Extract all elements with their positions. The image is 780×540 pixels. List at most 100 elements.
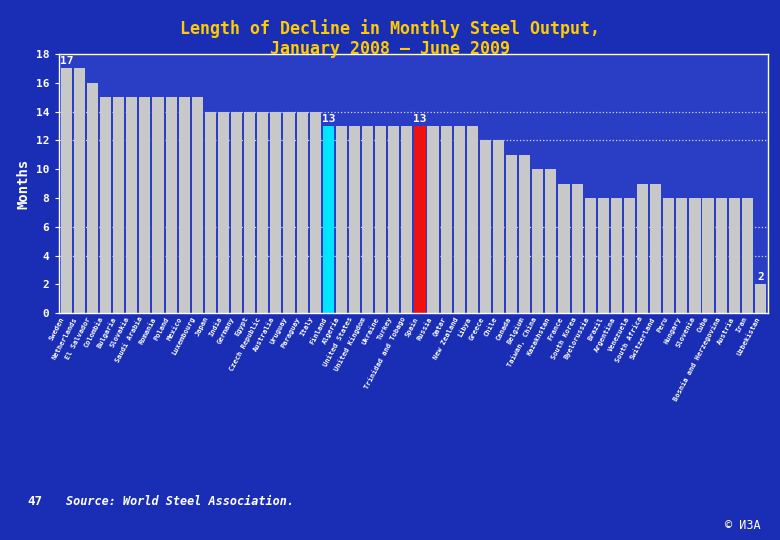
Bar: [742, 198, 753, 313]
Bar: [310, 112, 321, 313]
Bar: [466, 126, 478, 313]
Bar: [244, 112, 255, 313]
Text: Poland: Poland: [153, 316, 170, 341]
Text: January 2008 – June 2009: January 2008 – June 2009: [270, 40, 510, 58]
Bar: [401, 126, 413, 313]
Text: 13: 13: [413, 114, 427, 124]
Bar: [152, 97, 164, 313]
Bar: [126, 97, 137, 313]
Text: Peru: Peru: [657, 316, 670, 334]
Bar: [650, 184, 661, 313]
Bar: [336, 126, 347, 313]
Bar: [283, 112, 295, 313]
Bar: [506, 155, 517, 313]
Text: Ukraine: Ukraine: [361, 316, 381, 345]
Bar: [690, 198, 700, 313]
Text: Turkey: Turkey: [377, 316, 394, 341]
Bar: [192, 97, 203, 313]
Text: Saudi Arabia: Saudi Arabia: [115, 316, 144, 364]
Text: Switzerland: Switzerland: [629, 316, 657, 360]
Bar: [231, 112, 242, 313]
Text: Libya: Libya: [456, 316, 473, 338]
Bar: [715, 198, 727, 313]
Text: Paraguay: Paraguay: [281, 316, 302, 349]
Bar: [87, 83, 98, 313]
Text: United Kingdom: United Kingdom: [333, 316, 367, 372]
Text: Japan: Japan: [194, 316, 210, 338]
Bar: [558, 184, 569, 313]
Bar: [663, 198, 675, 313]
Bar: [519, 155, 530, 313]
Text: Mexico: Mexico: [166, 316, 183, 341]
Text: Slovakia: Slovakia: [109, 316, 131, 349]
Text: New Zealand: New Zealand: [432, 316, 459, 360]
Text: India: India: [207, 316, 223, 338]
Text: El Salvador: El Salvador: [64, 316, 91, 360]
Text: Hungary: Hungary: [664, 316, 682, 345]
Text: Romania: Romania: [138, 316, 157, 345]
Bar: [179, 97, 190, 313]
Text: 13: 13: [321, 114, 335, 124]
Text: Bulgaria: Bulgaria: [96, 316, 118, 349]
Bar: [532, 169, 544, 313]
Bar: [611, 198, 622, 313]
Text: 17: 17: [59, 56, 73, 66]
Bar: [165, 97, 177, 313]
Text: © ИЗА: © ИЗА: [725, 519, 760, 532]
Bar: [703, 198, 714, 313]
Text: Egypt: Egypt: [234, 316, 249, 338]
Text: Iran: Iran: [736, 316, 749, 334]
Bar: [140, 97, 151, 313]
Text: Luxembourg: Luxembourg: [172, 316, 197, 356]
Bar: [349, 126, 360, 313]
Text: Uruguay: Uruguay: [269, 316, 289, 345]
Text: Source: World Steel Association.: Source: World Steel Association.: [66, 495, 294, 508]
Text: South Africa: South Africa: [614, 316, 644, 364]
Text: Kazakhstan: Kazakhstan: [526, 316, 551, 356]
Bar: [597, 198, 609, 313]
Bar: [296, 112, 307, 313]
Bar: [427, 126, 438, 313]
Text: Czech Republic: Czech Republic: [229, 316, 262, 372]
Text: Trinidad and Tobago: Trinidad and Tobago: [363, 316, 407, 390]
Bar: [676, 198, 687, 313]
Text: Slovenia: Slovenia: [675, 316, 696, 349]
Text: Algeria: Algeria: [321, 316, 341, 346]
Bar: [755, 285, 766, 313]
Bar: [61, 69, 72, 313]
Text: Germany: Germany: [217, 316, 236, 345]
Text: 47: 47: [27, 495, 42, 508]
Text: United States: United States: [323, 316, 354, 368]
Text: Netherlands: Netherlands: [51, 316, 78, 360]
Bar: [113, 97, 124, 313]
Text: 2: 2: [757, 272, 764, 282]
Text: Argentina: Argentina: [593, 316, 617, 353]
Text: Austria: Austria: [716, 316, 736, 345]
Bar: [493, 140, 504, 313]
Text: Length of Decline in Monthly Steel Output,: Length of Decline in Monthly Steel Outpu…: [180, 19, 600, 38]
Text: Venezuela: Venezuela: [607, 316, 630, 353]
Bar: [572, 184, 583, 313]
Bar: [414, 126, 426, 313]
Bar: [218, 112, 229, 313]
Bar: [257, 112, 268, 313]
Text: Belgium: Belgium: [505, 316, 525, 346]
Text: Russia: Russia: [416, 316, 433, 341]
Bar: [388, 126, 399, 313]
Text: Uzbekistan: Uzbekistan: [736, 316, 762, 356]
Text: Brazil: Brazil: [587, 316, 604, 341]
Text: Greece: Greece: [469, 316, 486, 341]
Bar: [205, 112, 216, 313]
Bar: [480, 140, 491, 313]
Bar: [362, 126, 373, 313]
Text: Taiwan, China: Taiwan, China: [506, 316, 538, 368]
Text: Bosnia and Herzegovina: Bosnia and Herzegovina: [672, 316, 722, 402]
Text: Cuba: Cuba: [696, 316, 709, 334]
Bar: [441, 126, 452, 313]
Text: Chile: Chile: [484, 316, 499, 338]
Text: Sweden: Sweden: [48, 316, 65, 341]
Text: Finland: Finland: [309, 316, 328, 345]
Bar: [271, 112, 282, 313]
Bar: [100, 97, 112, 313]
Bar: [729, 198, 739, 313]
